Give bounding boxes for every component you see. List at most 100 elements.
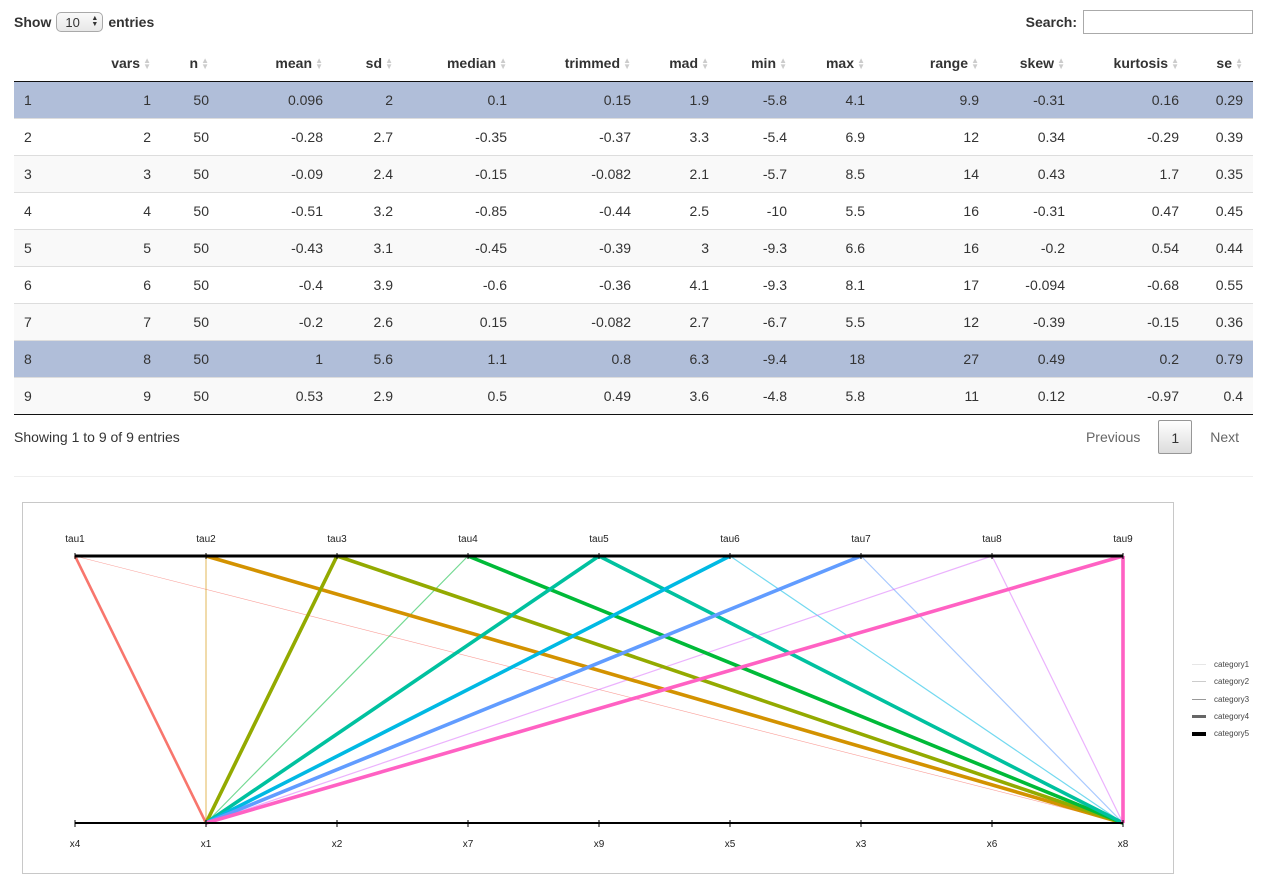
cell-n: 50 [193,92,209,108]
cell-kurtosis: -0.97 [1075,377,1189,415]
column-header-kurtosis[interactable]: kurtosis ▲ ▼ [1075,45,1189,82]
bottom-axis-label: x3 [856,839,867,850]
cell-n: 50 [161,192,219,230]
column-header-label: mad [669,55,698,71]
row-name-cell: 6 [14,266,64,304]
cell-kurtosis: 0.54 [1075,229,1189,267]
column-header-mean[interactable]: mean ▲ ▼ [219,45,333,82]
column-header-trimmed[interactable]: trimmed ▲ ▼ [517,45,641,82]
legend-swatch [1192,731,1206,736]
cell-median: -0.15 [403,155,517,193]
cell-skew: -0.2 [989,229,1075,267]
updown-arrows-icon: ▲ ▼ [91,15,99,28]
sort-icon: ▲ ▼ [499,56,507,72]
table-row[interactable]: 7 7 50 -0.2 2.6 0.15 -0.082 2.7 -6.7 5.5 12 -0.39 -0… [14,303,1253,341]
table-row[interactable]: 8 8 50 1 5.6 1.1 0.8 6.3 -9.4 18 27 0.49 0.2 0.79 [14,340,1253,378]
column-header-median[interactable]: median ▲ ▼ [403,45,517,82]
bottom-axis-label: x6 [987,839,998,850]
bottom-axis-label: x8 [1118,839,1129,850]
column-header-vars[interactable]: vars ▲ ▼ [64,45,161,82]
cell-max: 18 [797,340,875,378]
bottom-axis-label: x7 [463,839,474,850]
row-name-cell: 8 [14,340,64,378]
link-tau6-x1 [205,554,731,825]
cell-mean: -0.28 [219,118,333,156]
table-row[interactable]: 6 6 50 -0.4 3.9 -0.6 -0.36 4.1 -9.3 8.1 17 -0.094 -0… [14,266,1253,304]
column-header-label: median [446,55,496,71]
row-name-cell: 1 [24,92,32,108]
bottom-axis-label: x2 [332,839,343,850]
cell-trimmed: -0.37 [517,118,641,156]
cell-max: 6.9 [797,118,875,156]
length-value: 10 [65,14,80,30]
next-button[interactable]: Next [1210,429,1239,445]
cell-vars: 7 [64,303,161,341]
cell-kurtosis: 0.16 [1151,92,1179,108]
link-tau6-x8 [729,555,1124,824]
cell-sd: 2.7 [333,118,403,156]
column-header-label: skew [1019,55,1054,71]
cell-mean: -0.4 [219,266,333,304]
cell-mean: -0.43 [219,229,333,267]
cell-median: -0.85 [403,192,517,230]
column-header-min[interactable]: min ▲ ▼ [719,45,797,82]
column-header-label: kurtosis [1113,55,1168,71]
row-name-cell: 7 [14,303,64,341]
cell-sd: 2 [385,92,393,108]
table-row[interactable]: 2 2 50 -0.28 2.7 -0.35 -0.37 3.3 -5.4 6.9 12 0.34 -0… [14,118,1253,156]
legend-label: category2 [1214,677,1250,687]
link-tau4-x8 [467,554,1124,825]
column-header-max[interactable]: max ▲ ▼ [797,45,875,82]
cell-skew: 0.49 [989,340,1075,378]
show-label: Show [14,14,52,30]
table-header-row: vars ▲ ▼ n ▲ ▼ mean ▲ ▼ sd ▲ ▼ median ▲ ▼ trimmed ▲ ▼ mad ▲… [14,45,1253,82]
cell-min: -9.4 [719,340,797,378]
link-tau8-x8 [991,555,1124,824]
sort-icon: ▲ ▼ [1057,56,1065,72]
data-table: vars ▲ ▼ n ▲ ▼ mean ▲ ▼ sd ▲ ▼ median ▲ ▼ trimmed ▲ ▼ mad ▲… [14,45,1253,415]
cell-median: 0.5 [403,377,517,415]
table-body: 1 1 50 0.096 2 0.1 0.15 1.9 -5.8 4.1 9.9 -0.31 0.16 0… [14,81,1253,415]
column-header-n[interactable]: n ▲ ▼ [161,45,219,82]
search-input[interactable] [1083,10,1253,34]
table-row[interactable]: 5 5 50 -0.43 3.1 -0.45 -0.39 3 -9.3 6.6 16 -0.2 0.54… [14,229,1253,267]
column-header-label: se [1216,55,1232,71]
table-row[interactable]: 9 9 50 0.53 2.9 0.5 0.49 3.6 -4.8 5.8 11 0.12 -0.97 0… [14,377,1253,415]
previous-button[interactable]: Previous [1085,429,1141,445]
cell-min: -9.3 [719,229,797,267]
sort-icon: ▲ ▼ [201,56,209,72]
cell-n: 50 [161,377,219,415]
bottom-axis-label: x4 [70,839,81,850]
column-header-sd[interactable]: sd ▲ ▼ [333,45,403,82]
table-row[interactable]: 1 1 50 0.096 2 0.1 0.15 1.9 -5.8 4.1 9.9 -0.31 0.16 0… [14,81,1253,119]
cell-kurtosis: -0.29 [1075,118,1189,156]
cell-trimmed: -0.082 [517,303,641,341]
column-header-mad[interactable]: mad ▲ ▼ [641,45,719,82]
cell-mean: 0.53 [219,377,333,415]
cell-skew: -0.094 [989,266,1075,304]
legend-item: category3 [1192,691,1249,708]
legend-swatch [1192,681,1206,683]
cell-vars: 6 [64,266,161,304]
cell-trimmed: 0.49 [517,377,641,415]
column-header-label: vars [111,55,140,71]
plot-frame: tau1 tau2 tau3 tau4 tau5 tau6 tau7 tau8 tau9 x4 x1… [22,502,1174,874]
table-row[interactable]: 3 3 50 -0.09 2.4 -0.15 -0.082 2.1 -5.7 8.5 14 0.43 1… [14,155,1253,193]
row-name-cell: 5 [14,229,64,267]
length-select[interactable]: 10 ▲ ▼ [56,12,104,32]
cell-n: 50 [161,303,219,341]
table-row[interactable]: 4 4 50 -0.51 3.2 -0.85 -0.44 2.5 -10 5.5 16 -0.31 0.… [14,192,1253,230]
column-header-range[interactable]: range ▲ ▼ [875,45,989,82]
cell-sd: 2.4 [333,155,403,193]
cell-trimmed: -0.39 [517,229,641,267]
column-header-se[interactable]: se ▲ ▼ [1189,45,1253,82]
legend-item: category2 [1192,673,1249,690]
table-info: Showing 1 to 9 of 9 entries [14,429,180,445]
pagination: Previous 1 Next [1072,420,1253,454]
link-tau8-x1 [205,555,993,824]
cell-kurtosis: 0.47 [1075,192,1189,230]
cell-n: 50 [161,266,219,304]
page-1-button[interactable]: 1 [1158,420,1193,454]
cell-mean: -0.09 [219,155,333,193]
column-header-skew[interactable]: skew ▲ ▼ [989,45,1075,82]
